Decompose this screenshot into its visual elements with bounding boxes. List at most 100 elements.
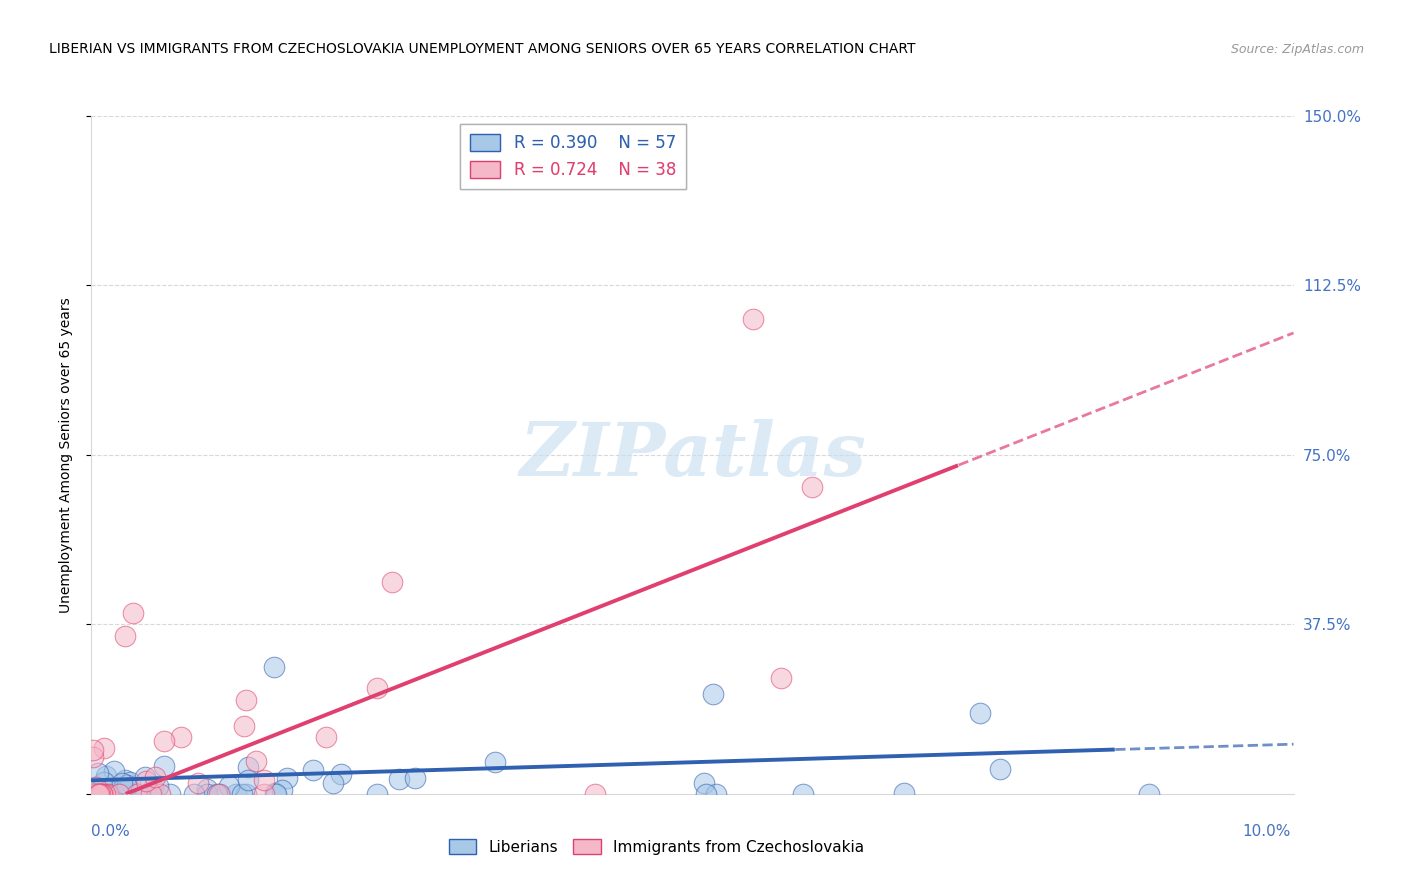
Point <box>118 775 141 789</box>
Point <box>135 787 157 801</box>
Point <box>253 773 276 788</box>
Point <box>87 787 110 801</box>
Point <box>143 770 166 784</box>
Point <box>117 780 139 795</box>
Point <box>1137 787 1160 801</box>
Point <box>207 787 229 801</box>
Point <box>91 787 114 801</box>
Point <box>264 786 287 800</box>
Point <box>322 776 344 790</box>
Point <box>404 771 426 785</box>
Point <box>114 629 136 643</box>
Point <box>302 763 325 777</box>
Point <box>148 787 170 801</box>
Legend: R = 0.390    N = 57, R = 0.724    N = 38: R = 0.390 N = 57, R = 0.724 N = 38 <box>460 124 686 189</box>
Point <box>276 771 298 785</box>
Point <box>83 786 105 800</box>
Point <box>366 681 388 696</box>
Point <box>97 787 120 801</box>
Point <box>89 787 111 801</box>
Point <box>583 787 606 801</box>
Point <box>702 688 724 702</box>
Text: ZIPatlas: ZIPatlas <box>519 418 866 491</box>
Point <box>969 706 991 720</box>
Point <box>205 787 228 801</box>
Point <box>245 754 267 768</box>
Point <box>266 787 288 801</box>
Point <box>231 787 253 801</box>
Point <box>152 733 174 747</box>
Point <box>82 787 104 801</box>
Point <box>135 774 157 789</box>
Point <box>93 775 115 789</box>
Point <box>792 787 814 801</box>
Point <box>84 780 107 795</box>
Point <box>380 575 402 590</box>
Point <box>263 660 285 674</box>
Point <box>114 773 136 788</box>
Text: LIBERIAN VS IMMIGRANTS FROM CZECHOSLOVAKIA UNEMPLOYMENT AMONG SENIORS OVER 65 YE: LIBERIAN VS IMMIGRANTS FROM CZECHOSLOVAK… <box>49 42 915 56</box>
Point <box>187 776 209 790</box>
Point <box>236 773 259 788</box>
Point <box>693 775 716 789</box>
Point <box>484 756 506 770</box>
Point <box>329 767 352 781</box>
Point <box>122 606 145 620</box>
Point <box>103 764 125 778</box>
Point <box>111 775 134 789</box>
Point <box>195 782 218 797</box>
Point <box>87 787 110 801</box>
Point <box>125 787 148 801</box>
Point <box>84 780 107 795</box>
Point <box>84 787 107 801</box>
Point <box>209 787 232 801</box>
Point <box>110 787 132 801</box>
Point <box>82 749 104 764</box>
Point <box>253 787 276 801</box>
Point <box>366 787 388 801</box>
Point <box>115 778 138 792</box>
Point <box>87 765 110 780</box>
Point <box>142 781 165 796</box>
Point <box>388 772 411 786</box>
Point <box>107 787 129 801</box>
Point <box>195 787 218 801</box>
Point <box>893 786 915 800</box>
Point <box>218 779 240 793</box>
Point <box>90 787 112 801</box>
Point <box>988 762 1011 776</box>
Point <box>139 787 162 801</box>
Point <box>704 787 727 801</box>
Point <box>93 740 115 755</box>
Point <box>153 759 176 773</box>
Point <box>96 769 118 783</box>
Point <box>134 770 156 784</box>
Point <box>800 480 823 494</box>
Point <box>235 693 257 707</box>
Point <box>170 730 193 744</box>
Point <box>93 787 115 801</box>
Point <box>315 730 337 744</box>
Text: Source: ZipAtlas.com: Source: ZipAtlas.com <box>1230 43 1364 55</box>
Point <box>271 783 294 797</box>
Point <box>695 787 717 801</box>
Point <box>183 787 205 801</box>
Point <box>97 787 120 801</box>
Text: 10.0%: 10.0% <box>1243 824 1291 838</box>
Point <box>82 743 104 757</box>
Point <box>225 787 247 801</box>
Point <box>124 787 146 801</box>
Point <box>741 312 763 326</box>
Point <box>108 780 131 795</box>
Point <box>233 719 256 733</box>
Point <box>82 787 104 801</box>
Point <box>89 787 111 801</box>
Y-axis label: Unemployment Among Seniors over 65 years: Unemployment Among Seniors over 65 years <box>59 297 73 613</box>
Point <box>114 783 136 797</box>
Point <box>235 787 257 801</box>
Point <box>146 779 169 793</box>
Point <box>91 787 114 801</box>
Point <box>159 787 181 801</box>
Point <box>238 760 260 774</box>
Text: 0.0%: 0.0% <box>91 824 131 838</box>
